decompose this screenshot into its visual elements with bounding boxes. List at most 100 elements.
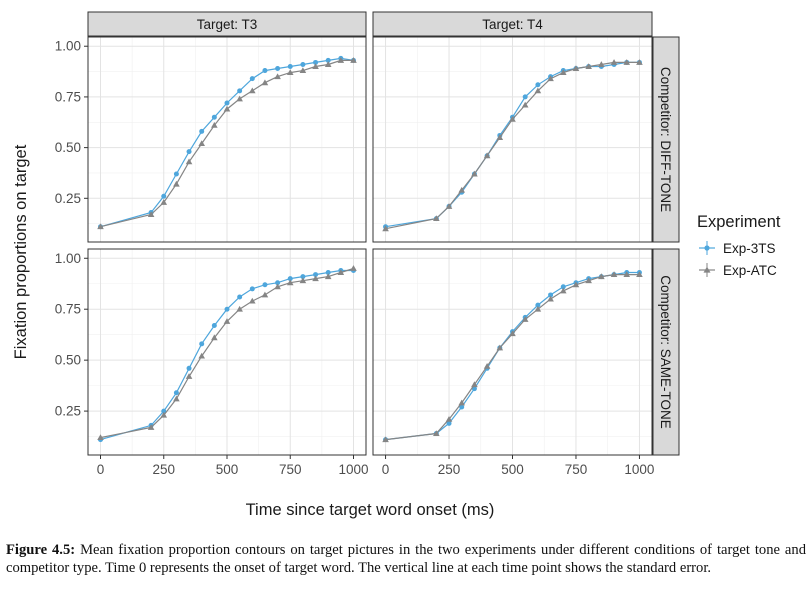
data-point	[483, 362, 491, 369]
series-line-exp-atc	[100, 59, 354, 228]
x-axis-title: Time since target word onset (ms)	[246, 501, 495, 519]
panel-border	[372, 36, 653, 243]
column-strip-label: Target: T4	[482, 17, 543, 32]
data-point	[572, 65, 580, 72]
data-point	[223, 318, 231, 324]
data-point	[300, 274, 306, 280]
data-point	[313, 272, 319, 278]
x-tick-label: 750	[279, 462, 302, 477]
data-point	[509, 330, 516, 337]
column-strip	[87, 11, 367, 37]
data-point	[585, 277, 592, 284]
data-point	[173, 390, 179, 396]
data-point	[249, 76, 255, 82]
data-point	[236, 95, 243, 102]
data-point	[446, 420, 452, 426]
data-point	[287, 64, 293, 70]
data-point	[459, 404, 465, 410]
data-point	[199, 128, 205, 134]
data-point	[522, 94, 528, 100]
data-point	[521, 101, 529, 108]
faceted-line-chart: Target: T3 Target: T4 Competitor: DIFF-TON…	[12, 11, 781, 519]
data-point	[350, 265, 357, 271]
data-point	[286, 69, 294, 76]
data-point	[312, 63, 319, 69]
data-point	[211, 114, 217, 120]
data-point	[598, 61, 605, 67]
series-line-exp-atc	[385, 274, 640, 441]
data-point	[261, 79, 269, 86]
data-point	[161, 408, 167, 414]
legend-key-marker	[704, 245, 710, 251]
data-point	[458, 186, 466, 193]
data-point	[535, 302, 541, 308]
data-point	[173, 180, 180, 187]
data-point	[534, 87, 542, 94]
y-tick-label: 0.75	[55, 302, 81, 317]
data-point	[636, 271, 643, 278]
data-point	[471, 170, 478, 177]
data-point	[496, 344, 504, 351]
data-point	[185, 373, 193, 379]
data-point	[274, 283, 281, 290]
data-point	[274, 73, 281, 80]
data-point	[211, 334, 218, 341]
data-point	[198, 140, 206, 147]
y-tick-label: 0.50	[55, 140, 81, 155]
data-point	[535, 82, 541, 88]
row-strip-label: Competitor: SAME-TONE	[658, 275, 673, 429]
y-axis-title: Fixation proportions on target	[12, 144, 30, 359]
data-point	[534, 305, 542, 312]
data-point	[287, 276, 293, 282]
data-point	[261, 291, 269, 298]
series-line-exp-atc	[385, 61, 640, 230]
data-point	[160, 199, 168, 205]
column-strip-label: Target: T3	[197, 17, 258, 32]
figure-caption: Figure 4.5: Mean fixation proportion con…	[6, 541, 806, 577]
x-tick-label: 1000	[338, 462, 368, 477]
data-point	[325, 57, 331, 63]
legend-label: Exp-ATC	[723, 263, 777, 278]
data-point	[173, 171, 179, 177]
caption-label: Figure 4.5:	[6, 542, 76, 558]
data-point	[623, 59, 631, 65]
x-tick-label: 0	[97, 462, 105, 477]
row-strip	[652, 36, 680, 243]
data-point	[337, 269, 345, 276]
data-point	[433, 215, 440, 222]
y-tick-label: 0.50	[55, 353, 81, 368]
data-point	[147, 211, 155, 218]
x-tick-label: 500	[216, 462, 239, 477]
data-point	[262, 68, 268, 74]
data-point	[324, 273, 332, 280]
data-point	[198, 352, 206, 359]
data-point	[471, 381, 478, 388]
data-point	[161, 193, 167, 199]
data-point	[337, 57, 345, 63]
data-point	[521, 316, 529, 322]
y-tick-label: 0.25	[55, 404, 81, 419]
data-point	[572, 281, 580, 288]
facet-strips: Target: T3 Target: T4 Competitor: DIFF-TON…	[87, 11, 680, 456]
data-point	[299, 277, 307, 284]
data-point	[300, 61, 306, 67]
data-point	[350, 57, 357, 63]
data-point	[636, 59, 643, 65]
data-point	[223, 105, 231, 112]
data-point	[559, 287, 567, 294]
data-point	[458, 399, 466, 406]
panel	[87, 248, 367, 456]
legend-key-marker	[703, 266, 711, 273]
data-point	[547, 295, 554, 302]
data-point	[275, 66, 281, 72]
data-point	[382, 225, 389, 232]
y-tick-label: 1.00	[55, 39, 81, 54]
data-point	[299, 67, 307, 74]
x-tick-label: 0	[382, 462, 390, 477]
x-tick-label: 250	[438, 462, 461, 477]
data-point	[585, 63, 592, 69]
data-point	[236, 305, 243, 312]
data-point	[610, 271, 618, 278]
data-point	[313, 59, 319, 65]
x-tick-label: 1000	[624, 462, 654, 477]
